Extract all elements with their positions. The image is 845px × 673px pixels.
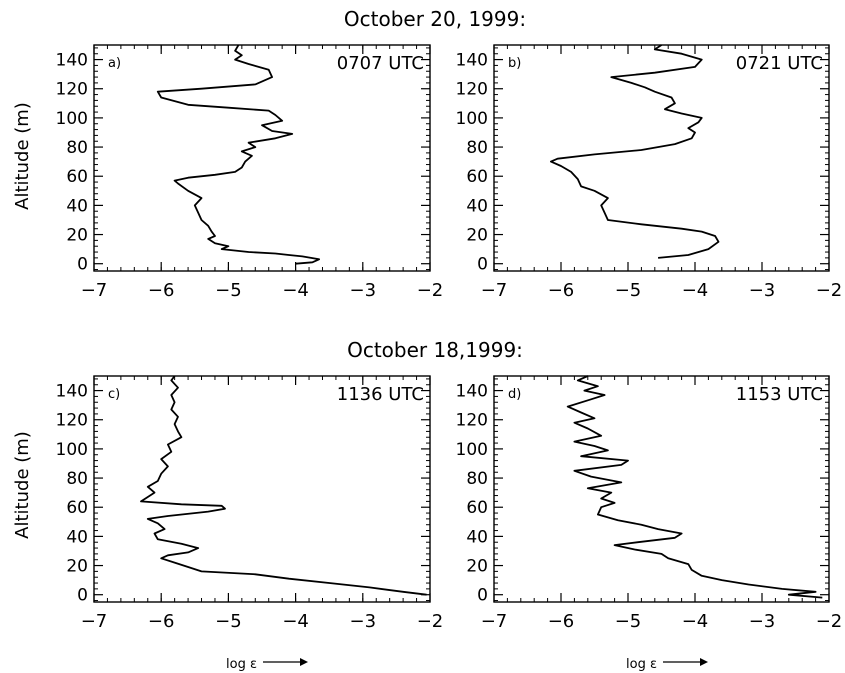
x-tick-label: −7 <box>481 611 508 632</box>
panel-b: −7 −6 −5 −4 −3 −2 0 20 40 60 80 100 120 140 b) 0721 UTC <box>456 44 843 301</box>
panel-letter: a) <box>108 56 121 71</box>
time-label: 0707 UTC <box>337 53 424 74</box>
y-tick-label: 100 <box>456 440 488 460</box>
y-tick-label: 80 <box>66 138 88 158</box>
y-tick-label: 80 <box>466 138 488 158</box>
x-tick-label: −5 <box>215 280 242 301</box>
y-tick-label: 60 <box>66 498 88 518</box>
panel-letter: c) <box>108 387 120 402</box>
time-label: 0721 UTC <box>736 53 823 74</box>
plot-frame <box>493 375 830 603</box>
y-tick-label: 40 <box>466 527 488 547</box>
x-tick-label: −3 <box>350 280 377 301</box>
y-tick-label: 40 <box>466 196 488 216</box>
y-tick-label: 100 <box>56 109 88 129</box>
profile-line-c <box>140 375 427 596</box>
time-label: 1136 UTC <box>337 384 424 405</box>
y-tick-label: 120 <box>56 80 88 100</box>
x-tick-label: −3 <box>749 611 776 632</box>
x-tick-label: −4 <box>282 611 309 632</box>
y-tick-label: 40 <box>66 527 88 547</box>
y-tick-label: 140 <box>456 51 488 71</box>
x-tick-label: −3 <box>749 280 776 301</box>
x-tick-label: −7 <box>81 280 108 301</box>
x-tick-label: −3 <box>350 611 377 632</box>
y-tick-label: 120 <box>56 411 88 431</box>
x-tick-label: −7 <box>81 611 108 632</box>
y-tick-label: 20 <box>66 557 88 577</box>
plot-frame <box>93 44 431 272</box>
profile-line-a <box>156 44 321 265</box>
x-tick-label: −2 <box>816 280 843 301</box>
y-tick-label: 0 <box>77 255 88 275</box>
x-tick-label: −4 <box>282 280 309 301</box>
y-tick-label: 80 <box>66 469 88 489</box>
y-tick-label: 140 <box>56 382 88 402</box>
panel-letter: b) <box>508 56 521 71</box>
panel-d: −7 −6 −5 −4 −3 −2 0 20 40 60 80 100 120 140 d) 1153 UTC <box>456 375 843 632</box>
x-tick-label: −5 <box>615 611 642 632</box>
y-tick-label: 20 <box>466 226 488 246</box>
x-tick-label: −2 <box>417 280 444 301</box>
x-tick-label: −2 <box>417 611 444 632</box>
y-tick-label: 60 <box>466 167 488 187</box>
profile-line-b <box>550 44 720 259</box>
y-tick-label: 40 <box>66 196 88 216</box>
x-axis-label-text-right: log ε <box>626 657 657 672</box>
x-axis-label-left: log ε <box>226 657 308 672</box>
x-tick-label: −6 <box>548 611 575 632</box>
arrow-right-icon <box>663 658 708 666</box>
x-tick-label: −4 <box>682 611 709 632</box>
y-tick-label: 60 <box>66 167 88 187</box>
y-tick-label: 0 <box>477 255 488 275</box>
profile-line-d <box>566 375 823 599</box>
x-tick-label: −6 <box>148 611 175 632</box>
x-tick-label: −5 <box>615 280 642 301</box>
y-tick-label: 80 <box>466 469 488 489</box>
y-tick-label: 140 <box>56 51 88 71</box>
panel-c: −7 −6 −5 −4 −3 −2 0 20 40 60 80 100 120 140 c) 1136 UTC <box>56 375 444 632</box>
x-tick-label: −7 <box>481 280 508 301</box>
x-axis-label-right: log ε <box>626 657 708 672</box>
y-tick-label: 20 <box>66 226 88 246</box>
arrow-right-icon <box>263 658 308 666</box>
x-tick-label: −2 <box>816 611 843 632</box>
plot-frame <box>93 375 431 603</box>
y-tick-label: 140 <box>456 382 488 402</box>
panel-letter: d) <box>508 387 521 402</box>
plot-frame <box>493 44 830 272</box>
y-tick-label: 120 <box>456 411 488 431</box>
y-tick-label: 0 <box>77 586 88 606</box>
x-tick-label: −4 <box>682 280 709 301</box>
y-axis-label-bottom: Altitude (m) <box>12 431 33 539</box>
x-tick-label: −6 <box>148 280 175 301</box>
x-tick-label: −5 <box>215 611 242 632</box>
y-tick-label: 60 <box>466 498 488 518</box>
time-label: 1153 UTC <box>736 384 823 405</box>
y-tick-label: 100 <box>456 109 488 129</box>
group-2-title: October 18,1999: <box>347 338 523 362</box>
y-tick-label: 20 <box>466 557 488 577</box>
y-tick-label: 0 <box>477 586 488 606</box>
x-axis-label-text-left: log ε <box>226 657 257 672</box>
y-tick-label: 120 <box>456 80 488 100</box>
panel-a: −7 −6 −5 −4 −3 −2 0 20 40 60 80 100 120 140 a) 0707 UTC <box>56 44 444 301</box>
group-1-title: October 20, 1999: <box>344 7 526 31</box>
y-tick-label: 100 <box>56 440 88 460</box>
y-axis-label-top: Altitude (m) <box>12 102 33 210</box>
x-tick-label: −6 <box>548 280 575 301</box>
